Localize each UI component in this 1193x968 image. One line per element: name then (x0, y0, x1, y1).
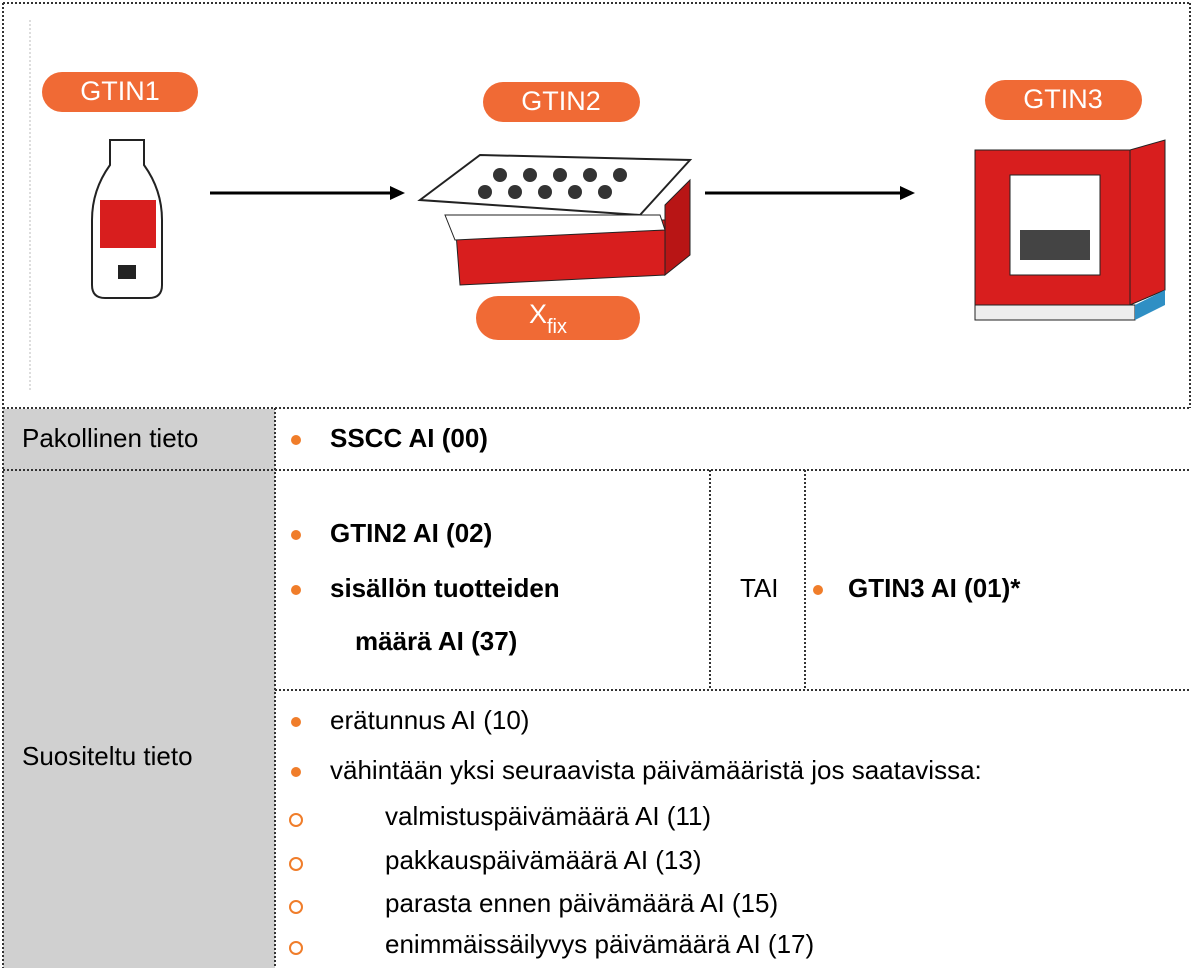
item: erätunnus AI (10) (330, 705, 529, 735)
pill (985, 80, 1142, 120)
gtin-label: GTIN1 (80, 76, 160, 106)
row-label: Pakollinen tieto (22, 423, 198, 453)
pill (483, 82, 640, 122)
pill (476, 296, 640, 340)
item: GTIN2 AI (02) (330, 518, 492, 548)
item: määrä AI (37) (355, 626, 517, 656)
arrow-head (390, 186, 405, 200)
item: vähintään yksi seuraavista päivämääristä… (330, 755, 982, 785)
box (417, 153, 693, 286)
sub-item: parasta ennen päivämäärä AI (15) (385, 888, 778, 918)
sub-item: enimmäissäilyvys päivämäärä AI (17) (385, 929, 814, 959)
xfix-base: X (529, 299, 547, 329)
sub-bullet (289, 813, 303, 827)
row-label: Suositeltu tieto (22, 741, 193, 771)
item: sisällön tuotteiden (330, 573, 560, 603)
label-cell-bg (3, 409, 275, 968)
bullet (813, 585, 823, 595)
gtin-label: GTIN3 (1023, 84, 1103, 114)
bullet (291, 435, 301, 445)
arrow-head (900, 186, 915, 200)
bullet (291, 530, 301, 540)
bullet (291, 585, 301, 595)
gtin-label: GTIN2 (521, 86, 601, 116)
sub-bullet (289, 941, 303, 955)
item: SSCC AI (00) (330, 423, 488, 453)
pallet (974, 139, 1166, 321)
bottle (91, 139, 163, 299)
xfix-sub: fix (547, 316, 567, 338)
sub-item: valmistuspäivämäärä AI (11) (385, 801, 711, 831)
sub-item: pakkauspäivämäärä AI (13) (385, 845, 702, 875)
item: GTIN3 AI (01)* (848, 573, 1021, 603)
sub-bullet (289, 900, 303, 914)
sub-list: valmistuspäivämäärä AI (11) pakkauspäiväm… (289, 801, 814, 959)
xfix-label: Xfix (529, 299, 567, 338)
bullet (291, 717, 301, 727)
bullet (291, 767, 301, 777)
sub-bullet (289, 857, 303, 871)
or-label: TAI (740, 573, 779, 603)
pill (42, 72, 198, 112)
